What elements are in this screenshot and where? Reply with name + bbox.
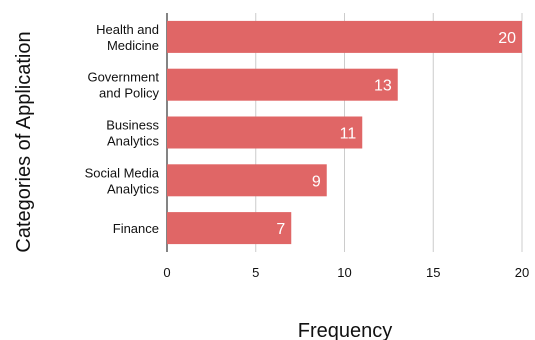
x-tick-labels: 0 5 10 15 20 — [163, 265, 529, 280]
x-tick-label: 15 — [426, 265, 440, 280]
bar-value-label: 7 — [276, 221, 285, 238]
bar — [167, 212, 292, 245]
x-axis-title: Frequency — [298, 320, 393, 340]
y-axis-title: Categories of Application — [13, 31, 35, 252]
bar-value-label: 9 — [312, 173, 321, 190]
category-label: Social Media Analytics — [85, 165, 160, 196]
bar — [167, 116, 363, 149]
category-label: Health and Medicine — [96, 22, 159, 53]
bar-value-label: 13 — [374, 78, 392, 95]
bar — [167, 20, 522, 53]
x-tick-label: 0 — [163, 265, 170, 280]
category-label: Finance — [113, 221, 159, 236]
bar-value-label: 20 — [498, 30, 516, 47]
category-label: Business Analytics — [106, 118, 159, 149]
bars: 20 13 11 9 7 — [167, 20, 522, 245]
x-tick-label: 5 — [252, 265, 259, 280]
bar — [167, 68, 398, 101]
category-labels: Health and Medicine Government and Policy Bu… — [85, 22, 160, 236]
x-tick-label: 20 — [515, 265, 529, 280]
bar — [167, 164, 327, 197]
x-tick-label: 10 — [337, 265, 351, 280]
category-label: Government and Policy — [87, 70, 159, 101]
bar-value-label: 11 — [340, 126, 357, 143]
